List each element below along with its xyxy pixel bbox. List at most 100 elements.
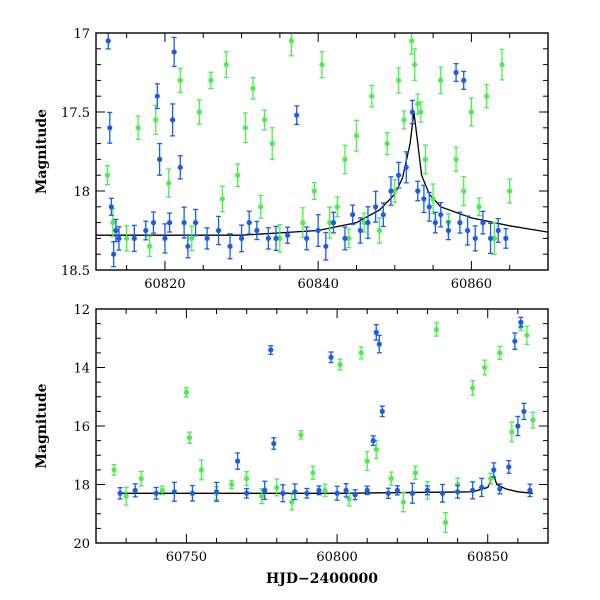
green-data-point [186,431,193,444]
blue-data-point [280,484,286,503]
green-data-point [189,225,195,252]
green-data-point [353,119,360,152]
blue-data-point [527,483,533,498]
blue-data-point [189,484,196,502]
green-data-point [261,109,268,131]
blue-data-point [215,215,222,246]
green-data-point [327,206,333,239]
green-data-point [409,33,415,55]
blue-data-point [166,212,173,233]
blue-data-point [388,176,394,206]
green-data-point [422,144,429,175]
green-data-point [488,472,494,485]
green-data-point [310,465,316,480]
blue-data-point [365,206,371,240]
green-data-point [208,71,214,90]
green-data-point [507,178,513,204]
green-data-point [337,358,343,371]
green-data-point [274,478,280,497]
blue-data-point [409,482,415,504]
green-data-point [269,127,275,161]
blue-data-point [105,33,111,50]
blue-data-point [171,36,177,68]
blue-data-point [154,83,160,110]
x-tick-label: 60750 [166,550,207,565]
blue-data-point [439,483,446,503]
plot-area [96,33,548,268]
blue-data-point [457,211,463,234]
green-data-point [250,76,256,100]
blue-data-point [235,452,241,470]
x-tick-label: 60840 [297,277,338,292]
green-data-point [376,217,383,244]
blue-data-point [453,62,459,83]
blue-data-point [409,99,415,125]
blue-data-point [204,227,210,250]
blue-data-point [343,483,349,498]
blue-data-point [445,220,452,241]
blue-data-point [503,227,509,249]
green-data-point [396,67,402,94]
green-data-point [453,146,459,173]
green-data-point [364,451,370,472]
blue-data-point [316,485,322,496]
green-data-point [468,97,474,127]
blue-data-point [421,184,427,214]
blue-data-point [156,142,163,176]
green-data-point [418,101,424,123]
green-data-point [219,185,226,213]
blue-data-point [328,351,334,364]
green-data-point [135,115,141,141]
y-tick-label: 12 [73,303,90,318]
blue-data-point [113,218,119,243]
blue-data-point [394,485,400,496]
plot-area [111,316,536,534]
blue-data-point [271,437,277,450]
green-data-point [111,463,117,476]
blue-data-point [415,180,421,202]
green-data-point [123,486,129,506]
plot-frame [95,32,549,271]
green-data-point [196,99,203,125]
blue-data-point [116,226,122,251]
green-data-point [361,212,367,233]
green-data-point [242,112,248,144]
green-data-point [412,48,418,81]
top-light-curve-panel: 60820 60840 60860 17 17.5 18 18.5 Magnitude [34,27,549,292]
green-data-point [104,165,111,186]
green-data-point [401,110,407,130]
blue-data-point [495,218,501,243]
blue-data-point [170,103,176,137]
green-data-point [235,163,241,188]
blue-data-point [131,224,137,253]
green-data-point [499,48,505,81]
green-data-point [392,179,398,203]
blue-data-point [518,316,524,328]
blue-data-point [265,227,271,250]
blue-data-point [304,226,310,251]
blue-data-point [491,462,497,478]
x-tick-label: 60860 [451,277,492,292]
green-data-point [373,439,379,459]
blue-data-point [472,225,478,252]
green-data-point [430,183,436,215]
blue-data-point [403,151,409,184]
blue-data-point [334,485,340,501]
blue-data-point [153,486,159,500]
blue-data-point [506,459,512,474]
green-data-point [198,459,205,481]
y-tick-label: 16 [73,420,90,435]
blue-data-point [364,485,370,496]
green-data-point [223,51,229,79]
green-data-point [322,483,328,498]
blue-data-point [185,234,191,259]
blue-data-point [396,161,402,189]
blue-data-point [181,206,187,239]
green-data-point [433,322,440,337]
blue-data-point [246,210,252,235]
x-tick-label: 60820 [144,277,185,292]
green-data-point [277,224,283,253]
green-data-point [509,421,515,443]
green-data-point [346,491,352,507]
